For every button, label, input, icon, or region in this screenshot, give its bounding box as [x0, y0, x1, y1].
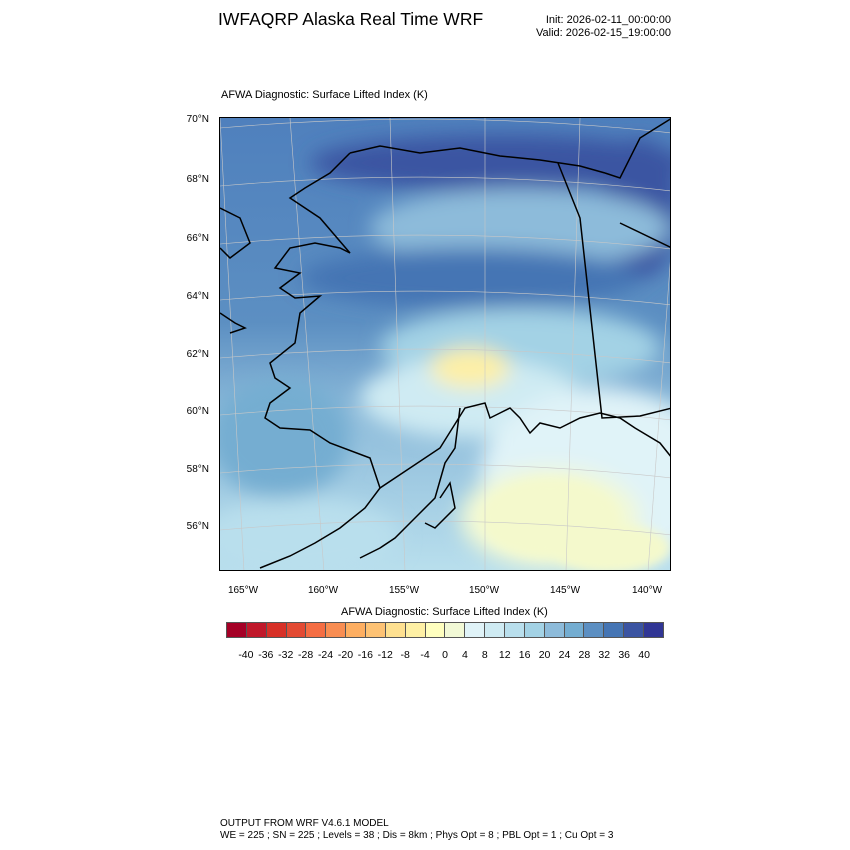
lat-label: 60°N [186, 406, 209, 417]
lifted-index-map [219, 117, 671, 571]
field-title: AFWA Diagnostic: Surface Lifted Index (K… [221, 89, 428, 101]
colorbar-label: -12 [377, 649, 393, 661]
colorbar [226, 622, 664, 638]
colorbar-swatch [465, 623, 486, 637]
colorbar-swatch [644, 623, 663, 637]
colorbar-label: -32 [278, 649, 294, 661]
colorbar-label: 40 [638, 649, 650, 661]
colorbar-label: -8 [400, 649, 410, 661]
colorbar-label: -36 [258, 649, 274, 661]
colorbar-label: 32 [598, 649, 611, 661]
lon-label: 150°W [468, 585, 500, 596]
colorbar-label: 12 [498, 649, 511, 661]
colorbar-swatch [286, 623, 307, 637]
colorbar-swatch [445, 623, 466, 637]
colorbar-label: 8 [481, 649, 488, 661]
colorbar-swatch [366, 623, 386, 637]
colorbar-swatch [624, 623, 645, 637]
colorbar-label: 16 [518, 649, 531, 661]
colorbar-label: 28 [578, 649, 591, 661]
lon-label: 145°W [549, 585, 581, 596]
run-times: Init: 2026-02-11_00:00:00 Valid: 2026-02… [520, 14, 671, 40]
lat-label: 56°N [186, 521, 209, 532]
lat-label: 66°N [186, 233, 209, 244]
lon-label: 160°W [307, 585, 339, 596]
colorbar-swatch [485, 623, 506, 637]
colorbar-swatch [246, 623, 267, 637]
colorbar-swatch [266, 623, 287, 637]
borders [557, 118, 670, 419]
colorbar-swatch [227, 623, 247, 637]
colorbar-label: -40 [238, 649, 254, 661]
colorbar-swatch [584, 623, 605, 637]
init-time: Init: 2026-02-11_00:00:00 [545, 14, 671, 26]
plot-title: IWFAQRP Alaska Real Time WRF [218, 9, 484, 29]
lat-label: 70°N [186, 114, 209, 125]
colorbar-title: AFWA Diagnostic: Surface Lifted Index (K… [341, 606, 548, 618]
colorbar-swatch [385, 623, 406, 637]
colorbar-swatch [425, 623, 446, 637]
model-config: WE = 225 ; SN = 225 ; Levels = 38 ; Dis … [220, 830, 614, 841]
lon-label: 140°W [631, 585, 663, 596]
colorbar-label: 36 [618, 649, 631, 661]
colorbar-swatch [306, 623, 327, 637]
map-field [220, 118, 670, 570]
model-info: OUTPUT FROM WRF V4.6.1 MODEL WE = 225 ; … [220, 818, 613, 842]
colorbar-swatch [544, 623, 565, 637]
colorbar-label: -24 [317, 649, 334, 661]
colorbar-label: -28 [298, 649, 314, 661]
colorbar-label: -20 [337, 649, 354, 661]
colorbar-label: -4 [420, 649, 430, 661]
lat-label: 68°N [186, 174, 209, 185]
colorbar-swatch [346, 623, 367, 637]
model-version: OUTPUT FROM WRF V4.6.1 MODEL [220, 818, 389, 829]
lat-label: 62°N [186, 349, 209, 360]
colorbar-label: 4 [461, 649, 468, 661]
lon-label: 155°W [388, 585, 420, 596]
lat-label: 58°N [186, 464, 209, 475]
colorbar-label: 24 [558, 649, 571, 661]
colorbar-swatch [505, 623, 525, 637]
lat-label: 64°N [186, 291, 209, 302]
colorbar-swatch [604, 623, 625, 637]
valid-time: Valid: 2026-02-15_19:00:00 [536, 27, 671, 39]
colorbar-swatch [564, 623, 585, 637]
lon-label: 165°W [227, 585, 259, 596]
colorbar-label: -16 [357, 649, 373, 661]
colorbar-swatch [524, 623, 545, 637]
graticule [220, 118, 670, 570]
colorbar-label: 20 [538, 649, 551, 661]
colorbar-label: 0 [442, 649, 448, 661]
coastlines [220, 145, 670, 569]
colorbar-swatch [405, 623, 426, 637]
colorbar-swatch [326, 623, 347, 637]
